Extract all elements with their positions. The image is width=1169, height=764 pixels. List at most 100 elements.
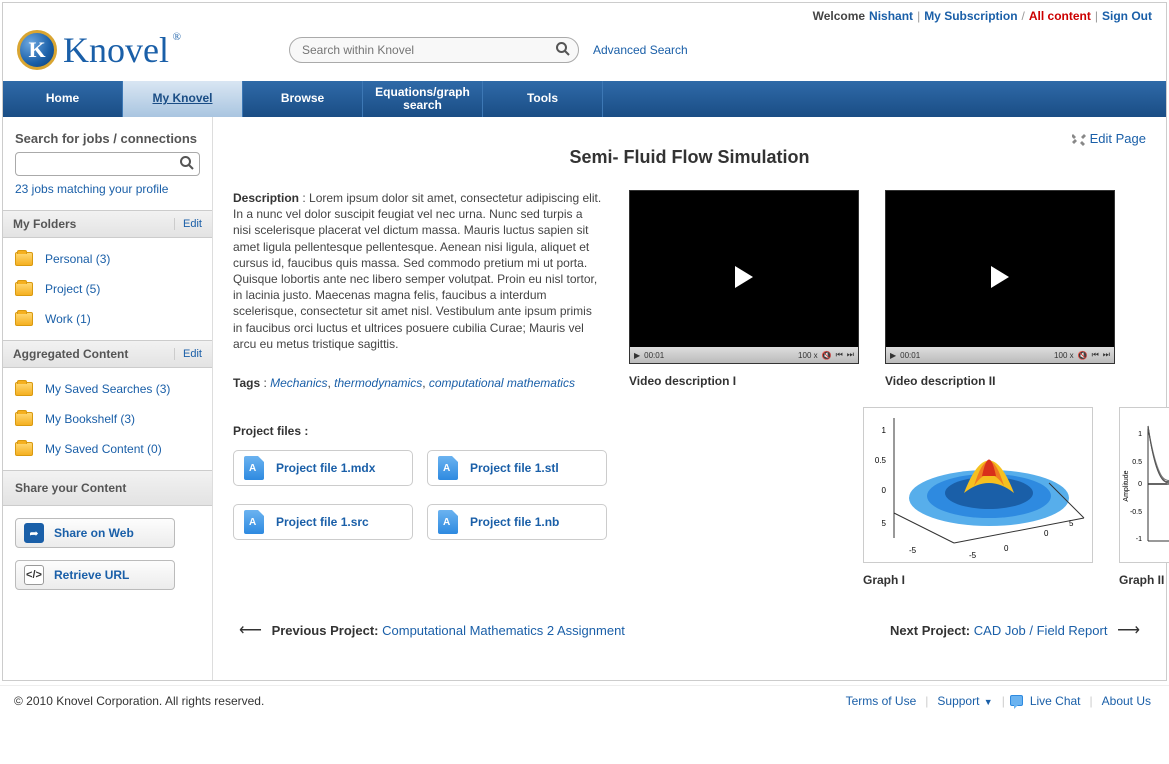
folder-label: Work (1) bbox=[45, 312, 91, 326]
next-icon[interactable]: ⏭ bbox=[847, 350, 854, 360]
username-link[interactable]: Nishant bbox=[869, 9, 913, 23]
next-icon[interactable]: ⏭ bbox=[1103, 350, 1110, 360]
live-chat-link[interactable]: Live Chat bbox=[1030, 694, 1081, 708]
share-title: Share your Content bbox=[3, 470, 212, 506]
about-link[interactable]: About Us bbox=[1102, 694, 1151, 708]
description-column: Description : Lorem ipsum dolor sit amet… bbox=[233, 190, 603, 540]
tag-link[interactable]: thermodynamics bbox=[334, 376, 422, 390]
prev-icon[interactable]: ⏮ bbox=[836, 350, 843, 360]
svg-text:-1: -1 bbox=[1136, 536, 1142, 543]
file-name: Project file 1.src bbox=[276, 515, 369, 529]
jobs-matching-link[interactable]: 23 jobs matching your profile bbox=[3, 182, 180, 210]
description-text: : Lorem ipsum dolor sit amet, consectetu… bbox=[233, 191, 601, 351]
folder-icon bbox=[15, 312, 33, 326]
folder-saved-searches[interactable]: My Saved Searches (3) bbox=[3, 374, 212, 404]
project-nav: ⟵ Previous Project: Computational Mathem… bbox=[233, 620, 1146, 640]
play-icon[interactable] bbox=[735, 266, 753, 288]
svg-text:0: 0 bbox=[1138, 481, 1142, 488]
volume-icon[interactable]: 🔇 bbox=[822, 351, 832, 360]
tag-link[interactable]: computational mathematics bbox=[429, 376, 575, 390]
folder-icon bbox=[15, 282, 33, 296]
play-small-icon[interactable]: ▶ bbox=[634, 351, 640, 360]
search-icon[interactable] bbox=[179, 155, 195, 174]
play-icon[interactable] bbox=[991, 266, 1009, 288]
folder-bookshelf[interactable]: My Bookshelf (3) bbox=[3, 404, 212, 434]
welcome-label: Welcome bbox=[813, 9, 865, 23]
all-content-link[interactable]: All content bbox=[1029, 9, 1091, 23]
folder-icon bbox=[15, 442, 33, 456]
project-files-grid: Project file 1.mdx Project file 1.stl Pr… bbox=[233, 450, 603, 540]
aggregated-header: Aggregated Content Edit bbox=[3, 340, 212, 368]
video-caption: Video description II bbox=[885, 374, 1115, 388]
jobs-search-input[interactable] bbox=[15, 152, 200, 176]
advanced-search-link[interactable]: Advanced Search bbox=[593, 43, 688, 57]
folder-label: Project (5) bbox=[45, 282, 100, 296]
project-file[interactable]: Project file 1.stl bbox=[427, 450, 607, 486]
folder-project[interactable]: Project (5) bbox=[3, 274, 212, 304]
project-file[interactable]: Project file 1.mdx bbox=[233, 450, 413, 486]
video-player[interactable]: ▶00:01 100 x🔇⏮⏭ bbox=[885, 190, 1115, 364]
separator: | bbox=[1095, 9, 1098, 23]
volume-icon[interactable]: 🔇 bbox=[1078, 351, 1088, 360]
project-files-title: Project files : bbox=[233, 424, 603, 438]
terms-link[interactable]: Terms of Use bbox=[846, 694, 917, 708]
graph-caption: Graph I bbox=[863, 573, 1093, 587]
svg-text:-0.5: -0.5 bbox=[1130, 509, 1142, 516]
footer: © 2010 Knovel Corporation. All rights re… bbox=[0, 685, 1169, 722]
play-small-icon[interactable]: ▶ bbox=[890, 351, 896, 360]
svg-text:-5: -5 bbox=[969, 551, 977, 560]
folder-work[interactable]: Work (1) bbox=[3, 304, 212, 334]
nav-my-knovel[interactable]: My Knovel bbox=[123, 81, 243, 117]
tag-link[interactable]: Mechanics bbox=[270, 376, 327, 390]
next-project[interactable]: Next Project: CAD Job / Field Report ⟶ bbox=[890, 620, 1146, 640]
graph-image[interactable]: Step Response 1 0.5 0 -0.5 -1 Time (sec) bbox=[1119, 407, 1169, 563]
svg-text:0.5: 0.5 bbox=[1132, 459, 1142, 466]
my-folders-edit[interactable]: Edit bbox=[174, 218, 202, 230]
file-icon bbox=[438, 510, 458, 534]
arrow-right-icon: ⟶ bbox=[1117, 622, 1140, 639]
prev-label: Previous Project: bbox=[272, 623, 379, 638]
share-on-web-button[interactable]: ➦ Share on Web bbox=[15, 518, 175, 548]
folder-personal[interactable]: Personal (3) bbox=[3, 244, 212, 274]
folder-icon bbox=[15, 412, 33, 426]
logo[interactable]: K Knovel® bbox=[17, 29, 169, 71]
file-name: Project file 1.stl bbox=[470, 461, 559, 475]
aggregated-edit[interactable]: Edit bbox=[174, 348, 202, 360]
nav-equations[interactable]: Equations/graph search bbox=[363, 81, 483, 117]
file-name: Project file 1.mdx bbox=[276, 461, 375, 475]
graph-image[interactable]: 1 0.5 0 5 -5 -5 0 0 5 bbox=[863, 407, 1093, 563]
sidebar: Search for jobs / connections 23 jobs ma… bbox=[3, 117, 213, 680]
video-time: 00:01 bbox=[900, 351, 920, 360]
file-name: Project file 1.nb bbox=[470, 515, 559, 529]
prev-project-link[interactable]: Computational Mathematics 2 Assignment bbox=[382, 623, 625, 638]
project-file[interactable]: Project file 1.src bbox=[233, 504, 413, 540]
folder-saved-content[interactable]: My Saved Content (0) bbox=[3, 434, 212, 464]
aggregated-list: My Saved Searches (3) My Bookshelf (3) M… bbox=[3, 368, 212, 470]
video-player[interactable]: ▶00:01 100 x🔇⏮⏭ bbox=[629, 190, 859, 364]
main-content: Edit Page Semi- Fluid Flow Simulation De… bbox=[213, 117, 1166, 680]
my-subscription-link[interactable]: My Subscription bbox=[924, 9, 1017, 23]
video-controls[interactable]: ▶00:01 100 x🔇⏮⏭ bbox=[886, 347, 1114, 363]
separator: | bbox=[917, 9, 920, 23]
graphs-row: 1 0.5 0 5 -5 -5 0 0 5 bbox=[863, 407, 1169, 587]
nav-tools[interactable]: Tools bbox=[483, 81, 603, 117]
retrieve-url-button[interactable]: </> Retrieve URL bbox=[15, 560, 175, 590]
prev-icon[interactable]: ⏮ bbox=[1092, 350, 1099, 360]
project-file[interactable]: Project file 1.nb bbox=[427, 504, 607, 540]
nav-home[interactable]: Home bbox=[3, 81, 123, 117]
support-link[interactable]: Support ▼ bbox=[937, 694, 992, 708]
sign-out-link[interactable]: Sign Out bbox=[1102, 9, 1152, 23]
search-icon[interactable] bbox=[555, 41, 571, 60]
svg-text:1: 1 bbox=[1138, 431, 1142, 438]
svg-text:0: 0 bbox=[882, 486, 887, 495]
search-input[interactable] bbox=[289, 37, 579, 63]
video-controls[interactable]: ▶00:01 100 x🔇⏮⏭ bbox=[630, 347, 858, 363]
next-project-link[interactable]: CAD Job / Field Report bbox=[974, 623, 1108, 638]
global-search bbox=[289, 37, 579, 63]
nav-browse[interactable]: Browse bbox=[243, 81, 363, 117]
svg-text:0: 0 bbox=[1044, 529, 1049, 538]
edit-page-link[interactable]: Edit Page bbox=[1072, 131, 1146, 146]
logo-icon: K bbox=[17, 30, 57, 70]
prev-project[interactable]: ⟵ Previous Project: Computational Mathem… bbox=[233, 620, 625, 640]
graph-caption: Graph II bbox=[1119, 573, 1169, 587]
